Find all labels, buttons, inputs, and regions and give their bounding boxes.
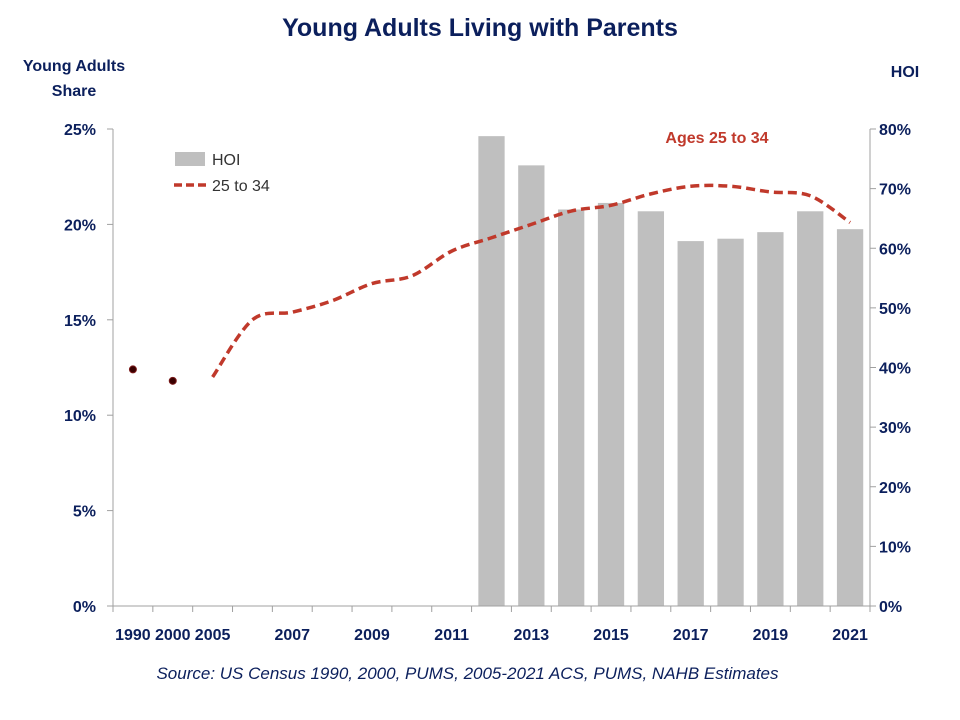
left-axis-title: Young Adults Share [22,58,126,100]
source-note: Source: US Census 1990, 2000, PUMS, 2005… [156,664,779,683]
hoi-bar [597,202,625,606]
left-tick-label: 5% [73,504,96,521]
left-tick-label: 25% [64,122,96,139]
x-tick-label: 2015 [593,627,629,644]
right-tick-label: 80% [879,122,911,139]
annotation-ages: Ages 25 to 34 [665,130,768,147]
legend-swatch-hoi [175,152,205,166]
hoi-bar [797,211,824,606]
hoi-bar [677,241,704,606]
hoi-bar [717,238,744,606]
x-tick-label: 2017 [673,627,709,644]
right-tick-label: 50% [879,301,911,318]
x-tick-label: 2011 [434,627,469,644]
right-tick-label: 10% [879,539,911,556]
x-tick-label: 2007 [274,627,310,644]
x-tick-label: 2000 [155,627,191,644]
left-tick-label: 20% [64,217,96,234]
right-tick-label: 0% [879,599,902,616]
left-tick-label: 15% [64,313,96,330]
line-point [168,376,177,385]
hoi-bar [637,211,665,606]
x-tick-label: 2021 [832,627,868,644]
x-tick-label: 2013 [514,627,550,644]
x-tick-label: 2009 [354,627,390,644]
legend-label-line: 25 to 34 [212,178,270,195]
hoi-bar [558,209,585,606]
right-tick-label: 70% [879,182,911,199]
x-tick-label: 2019 [753,627,789,644]
legend-label-hoi: HOI [212,152,240,169]
series-line-25-to-34 [211,183,852,379]
chart-title: Young Adults Living with Parents [282,14,678,42]
x-tick-label: 1990 [115,627,151,644]
hoi-bar [836,229,864,607]
right-axis-title: HOI [890,64,920,81]
line-point [128,365,137,374]
right-tick-label: 20% [879,480,911,497]
left-tick-label: 0% [73,599,96,616]
right-tick-label: 60% [879,241,911,258]
left-tick-label: 10% [64,408,96,425]
hoi-bar [518,165,545,606]
right-tick-label: 30% [879,420,911,437]
right-tick-label: 40% [879,361,911,378]
hoi-bar [478,136,505,606]
hoi-bar [757,232,784,606]
x-tick-label: 2005 [195,627,231,644]
